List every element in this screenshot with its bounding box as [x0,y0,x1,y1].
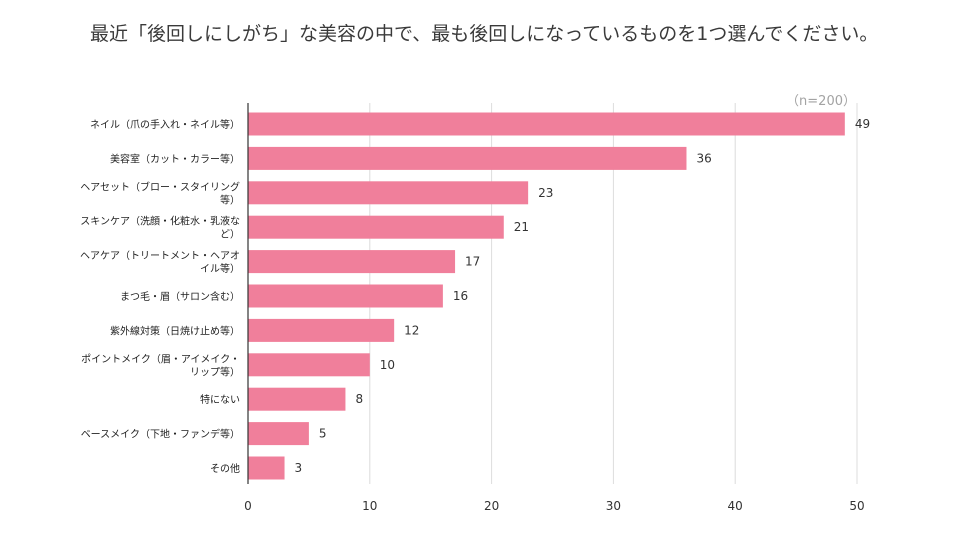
data-label: 5 [319,427,327,441]
x-tick-label: 10 [362,499,377,513]
bar [248,284,443,308]
bar [248,318,395,342]
sample-size-note: （n=200） [786,94,856,109]
x-tick-label: 0 [244,499,252,513]
category-label: スキンケア（洗顔・化粧水・乳液など） [80,215,240,241]
category-label: 美容室（カット・カラー等） [110,152,240,165]
bar [248,215,504,239]
data-label: 21 [514,220,529,234]
chart-title: 最近「後回しにしがち」な美容の中で、最も後回しになっているものを1つ選んでくださ… [90,23,879,45]
data-label: 8 [355,392,363,406]
category-label: まつ毛・眉（サロン含む） [120,290,240,303]
x-tick-label: 50 [849,499,864,513]
category-label: 特にない [200,394,240,406]
data-label: 36 [696,151,711,165]
bar [248,146,687,170]
bar [248,387,346,411]
bar [248,181,529,205]
bar [248,422,309,446]
x-tick-label: 40 [728,499,743,513]
category-label: その他 [210,462,240,475]
x-tick-label: 20 [484,499,499,513]
category-label: ポイントメイク（眉・アイメイク・リップ等） [81,353,240,378]
category-label: 紫外線対策（日焼け止め等） [110,324,240,337]
x-tick-label: 30 [606,499,621,513]
data-label: 23 [538,186,553,200]
bar [248,353,370,377]
bar [248,112,845,136]
bar [248,456,285,480]
bars [248,112,845,480]
bar [248,250,456,274]
data-label: 49 [855,117,870,131]
data-label: 17 [465,255,480,269]
category-label: ヘアセット（ブロー・スタイリング等） [80,180,240,206]
data-label: 10 [380,358,395,372]
data-label: 12 [404,323,419,337]
data-label: 16 [453,289,468,303]
category-label: ベースメイク（下地・ファンデ等） [81,428,240,441]
data-label: 3 [295,461,303,475]
labels: 0 10 20 30 40 50 49 ネイル（爪の手入れ・ネイル等） 36 美容室（カット・カラ… [80,117,870,513]
category-label: ヘアケア（トリートメント・ヘアオイル等） [80,250,240,275]
category-label: ネイル（爪の手入れ・ネイル等） [90,118,240,131]
